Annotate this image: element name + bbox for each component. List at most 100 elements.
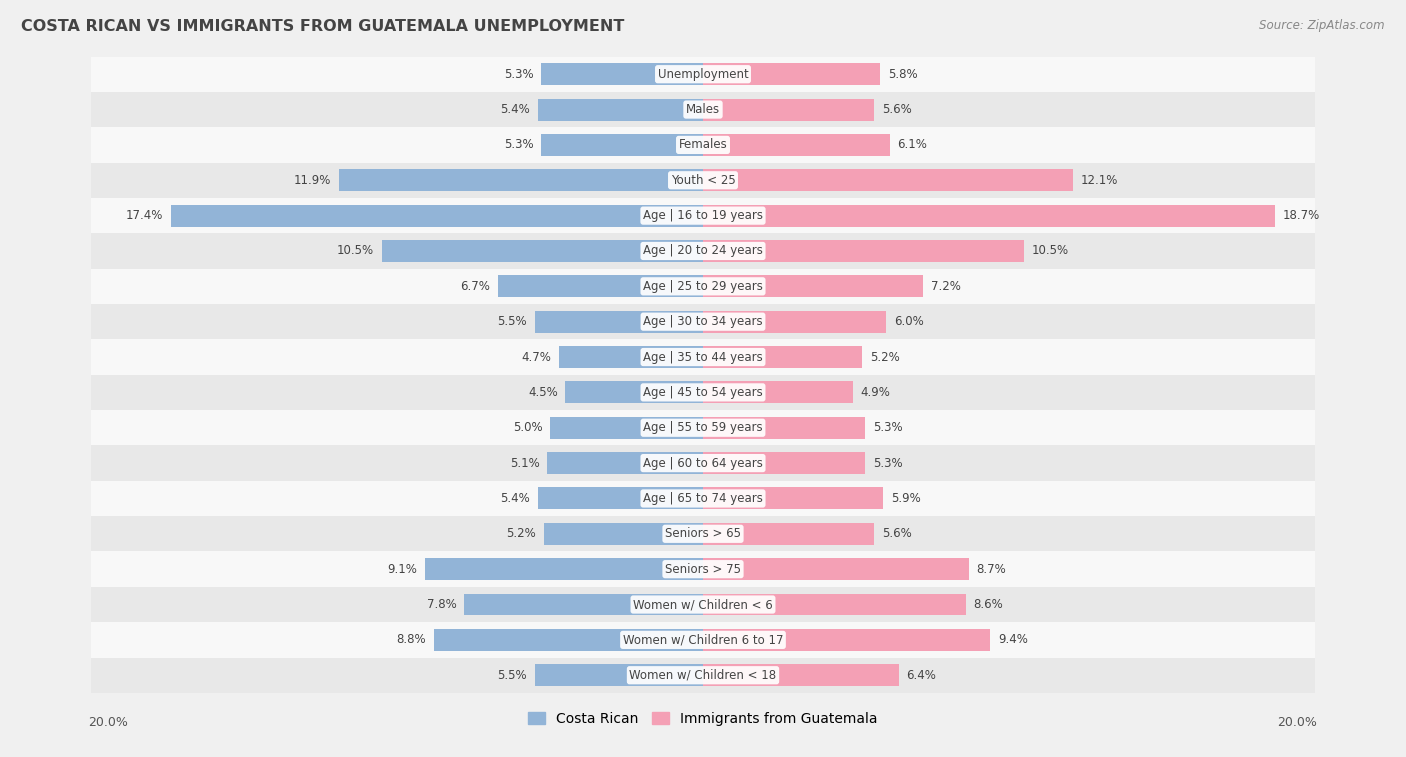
Text: 17.4%: 17.4% <box>127 209 163 222</box>
Text: 9.1%: 9.1% <box>387 562 418 575</box>
Bar <box>464 593 703 615</box>
Bar <box>560 346 703 368</box>
Text: 6.0%: 6.0% <box>894 315 924 329</box>
Bar <box>703 382 853 403</box>
Bar <box>91 269 1315 304</box>
Bar <box>544 523 703 545</box>
Bar <box>91 552 1315 587</box>
Text: 5.1%: 5.1% <box>509 456 540 469</box>
Text: Unemployment: Unemployment <box>658 67 748 81</box>
Text: 5.2%: 5.2% <box>870 350 900 363</box>
Bar <box>91 587 1315 622</box>
Text: 5.0%: 5.0% <box>513 421 543 435</box>
Text: 20.0%: 20.0% <box>89 716 128 730</box>
Text: Source: ZipAtlas.com: Source: ZipAtlas.com <box>1260 19 1385 32</box>
Text: 4.7%: 4.7% <box>522 350 551 363</box>
Text: 4.5%: 4.5% <box>529 386 558 399</box>
Bar <box>565 382 703 403</box>
Bar <box>703 488 883 509</box>
Text: 6.4%: 6.4% <box>907 668 936 682</box>
Text: 5.3%: 5.3% <box>503 67 533 81</box>
Text: 5.3%: 5.3% <box>503 139 533 151</box>
Bar <box>91 375 1315 410</box>
Text: 20.0%: 20.0% <box>1278 716 1317 730</box>
Bar <box>703 276 924 298</box>
Text: Age | 35 to 44 years: Age | 35 to 44 years <box>643 350 763 363</box>
Bar <box>91 233 1315 269</box>
Text: 8.6%: 8.6% <box>973 598 1004 611</box>
Bar <box>91 339 1315 375</box>
Text: 10.5%: 10.5% <box>337 245 374 257</box>
Text: Age | 65 to 74 years: Age | 65 to 74 years <box>643 492 763 505</box>
Bar <box>703 629 990 651</box>
Bar <box>91 57 1315 92</box>
Text: 6.7%: 6.7% <box>461 280 491 293</box>
Text: 4.9%: 4.9% <box>860 386 890 399</box>
Text: 12.1%: 12.1% <box>1081 174 1118 187</box>
Text: Age | 20 to 24 years: Age | 20 to 24 years <box>643 245 763 257</box>
Bar <box>91 445 1315 481</box>
Bar <box>541 64 703 86</box>
Text: Age | 55 to 59 years: Age | 55 to 59 years <box>643 421 763 435</box>
Text: Youth < 25: Youth < 25 <box>671 174 735 187</box>
Text: Women w/ Children < 18: Women w/ Children < 18 <box>630 668 776 682</box>
Bar <box>91 198 1315 233</box>
Text: Seniors > 75: Seniors > 75 <box>665 562 741 575</box>
Bar <box>547 452 703 474</box>
Text: Seniors > 65: Seniors > 65 <box>665 528 741 540</box>
Bar <box>703 134 890 156</box>
Text: Age | 60 to 64 years: Age | 60 to 64 years <box>643 456 763 469</box>
Bar <box>91 622 1315 658</box>
Bar <box>703 665 898 686</box>
Legend: Costa Rican, Immigrants from Guatemala: Costa Rican, Immigrants from Guatemala <box>523 706 883 731</box>
Bar <box>91 127 1315 163</box>
Text: Females: Females <box>679 139 727 151</box>
Text: Age | 45 to 54 years: Age | 45 to 54 years <box>643 386 763 399</box>
Bar <box>172 204 703 226</box>
Text: 5.3%: 5.3% <box>873 421 903 435</box>
Text: COSTA RICAN VS IMMIGRANTS FROM GUATEMALA UNEMPLOYMENT: COSTA RICAN VS IMMIGRANTS FROM GUATEMALA… <box>21 19 624 34</box>
Text: 5.2%: 5.2% <box>506 528 536 540</box>
Bar <box>382 240 703 262</box>
Bar <box>91 410 1315 445</box>
Bar <box>91 92 1315 127</box>
Text: 5.4%: 5.4% <box>501 103 530 116</box>
Bar <box>703 558 969 580</box>
Bar <box>434 629 703 651</box>
Bar <box>91 516 1315 552</box>
Text: Age | 25 to 29 years: Age | 25 to 29 years <box>643 280 763 293</box>
Text: Age | 16 to 19 years: Age | 16 to 19 years <box>643 209 763 222</box>
Bar <box>703 98 875 120</box>
Bar <box>91 481 1315 516</box>
Text: 11.9%: 11.9% <box>294 174 332 187</box>
Text: 5.9%: 5.9% <box>891 492 921 505</box>
Text: 5.6%: 5.6% <box>882 528 911 540</box>
Text: 8.8%: 8.8% <box>396 634 426 646</box>
Bar <box>703 64 880 86</box>
Text: 5.4%: 5.4% <box>501 492 530 505</box>
Text: Age | 30 to 34 years: Age | 30 to 34 years <box>643 315 763 329</box>
Text: Women w/ Children 6 to 17: Women w/ Children 6 to 17 <box>623 634 783 646</box>
Bar <box>703 240 1024 262</box>
Text: Women w/ Children < 6: Women w/ Children < 6 <box>633 598 773 611</box>
Text: 6.1%: 6.1% <box>897 139 927 151</box>
Bar <box>538 98 703 120</box>
Bar <box>703 593 966 615</box>
Bar <box>91 658 1315 693</box>
Bar <box>91 304 1315 339</box>
Bar <box>498 276 703 298</box>
Text: 5.5%: 5.5% <box>498 668 527 682</box>
Bar <box>703 523 875 545</box>
Bar <box>550 417 703 439</box>
Bar <box>703 452 865 474</box>
Text: 5.6%: 5.6% <box>882 103 911 116</box>
Bar <box>703 310 886 332</box>
Bar <box>541 134 703 156</box>
Bar <box>538 488 703 509</box>
Text: 5.5%: 5.5% <box>498 315 527 329</box>
Text: 10.5%: 10.5% <box>1032 245 1069 257</box>
Bar <box>703 204 1275 226</box>
Bar <box>91 163 1315 198</box>
Bar <box>703 170 1073 192</box>
Text: 9.4%: 9.4% <box>998 634 1028 646</box>
